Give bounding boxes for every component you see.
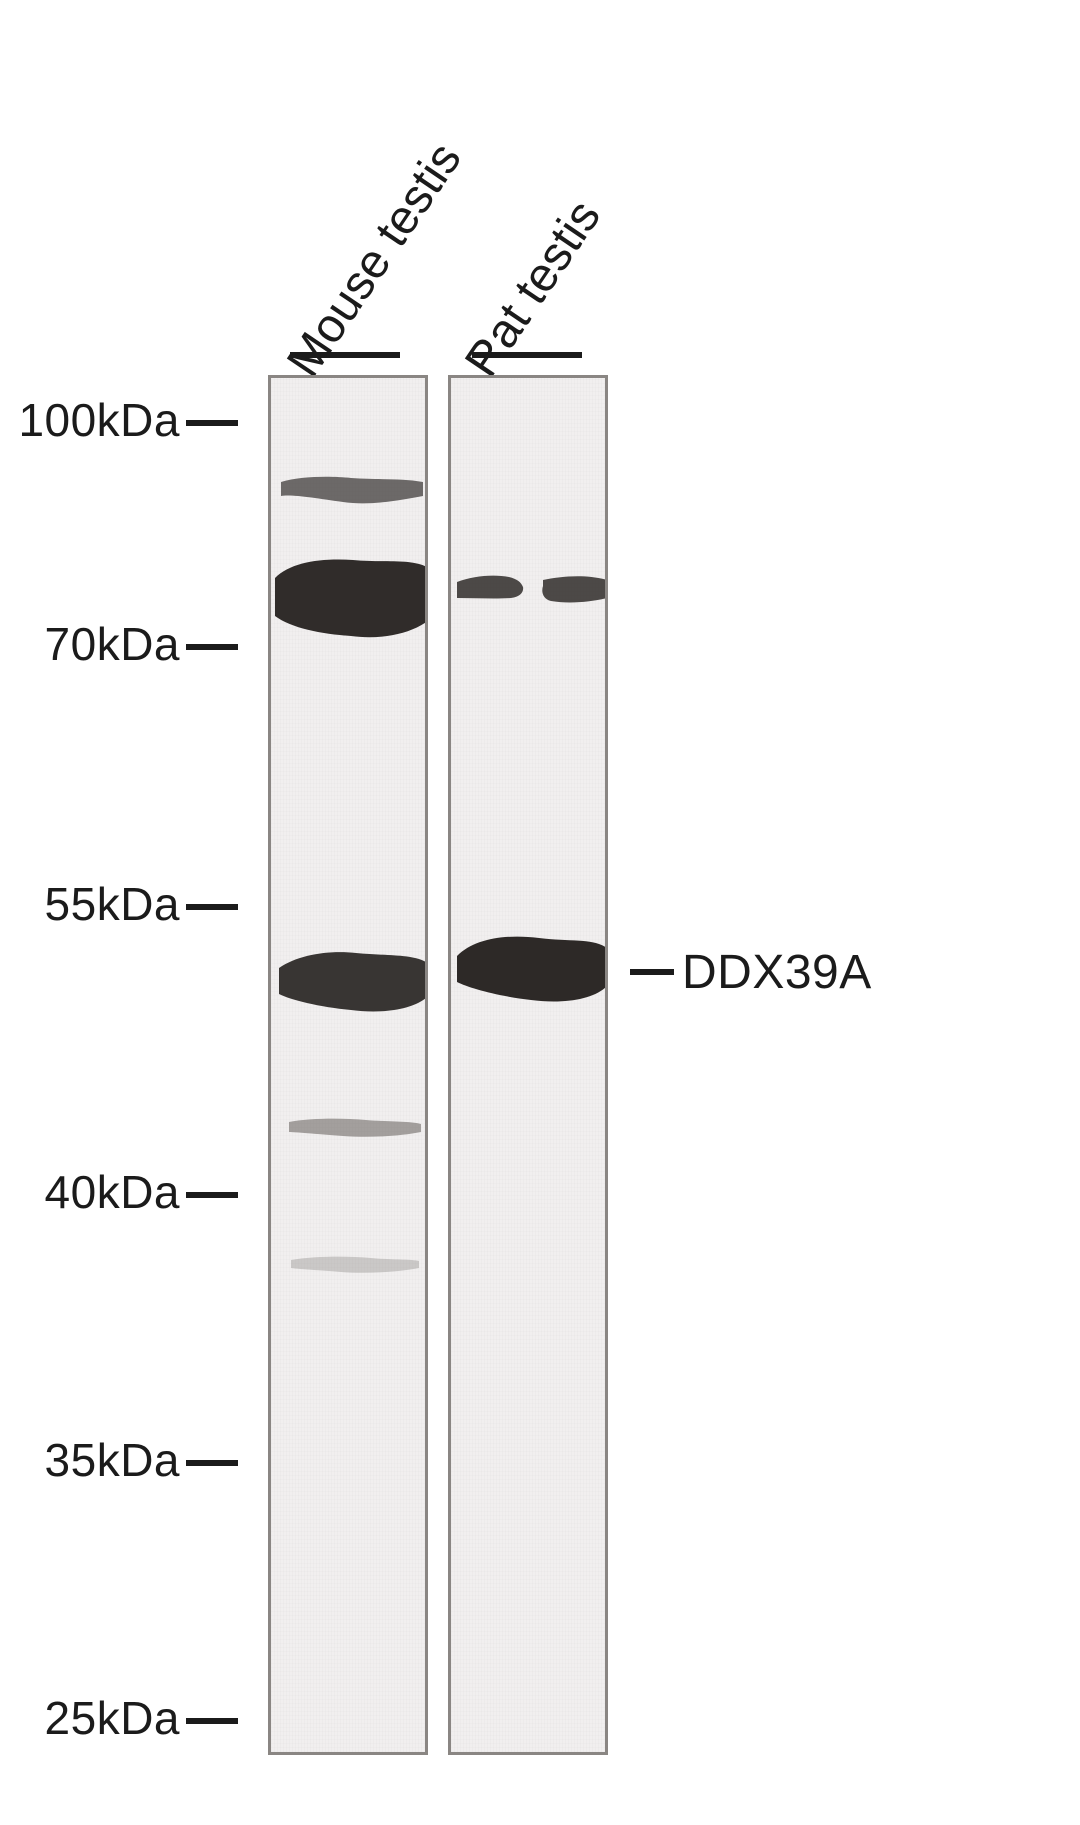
ladder-row: 25kDa [0, 1694, 238, 1742]
ladder-label: 40kDa [0, 1165, 180, 1219]
blot-figure: 100kDa 70kDa 55kDa 40kDa 35kDa 25kDa Mou… [0, 0, 1080, 1825]
lane-rat-testis [448, 375, 608, 1755]
ladder-label: 25kDa [0, 1691, 180, 1745]
target-tick-icon [630, 969, 674, 975]
ladder-label: 70kDa [0, 617, 180, 671]
ladder-tick-icon [186, 904, 238, 910]
ladder-label: 100kDa [0, 393, 180, 447]
lane-mouse-testis [268, 375, 428, 1755]
ladder-row: 35kDa [0, 1436, 238, 1484]
band-icon [271, 1256, 428, 1274]
target-label-row: DDX39A [630, 948, 872, 996]
ladder-row: 100kDa [0, 396, 238, 444]
ladder-label: 35kDa [0, 1433, 180, 1487]
ladder-row: 70kDa [0, 620, 238, 668]
band-icon [271, 558, 428, 644]
ladder-label: 55kDa [0, 877, 180, 931]
ladder-tick-icon [186, 1718, 238, 1724]
ladder-row: 55kDa [0, 880, 238, 928]
target-label: DDX39A [682, 945, 872, 1000]
ladder-row: 40kDa [0, 1168, 238, 1216]
band-icon [271, 950, 428, 1016]
band-icon [271, 1118, 428, 1140]
ladder-tick-icon [186, 644, 238, 650]
band-icon [451, 574, 608, 608]
band-icon [271, 476, 428, 510]
band-icon [451, 934, 608, 1008]
lane-header-label: Mouse testis [276, 133, 472, 387]
ladder-tick-icon [186, 1192, 238, 1198]
ladder-tick-icon [186, 1460, 238, 1466]
ladder-tick-icon [186, 420, 238, 426]
